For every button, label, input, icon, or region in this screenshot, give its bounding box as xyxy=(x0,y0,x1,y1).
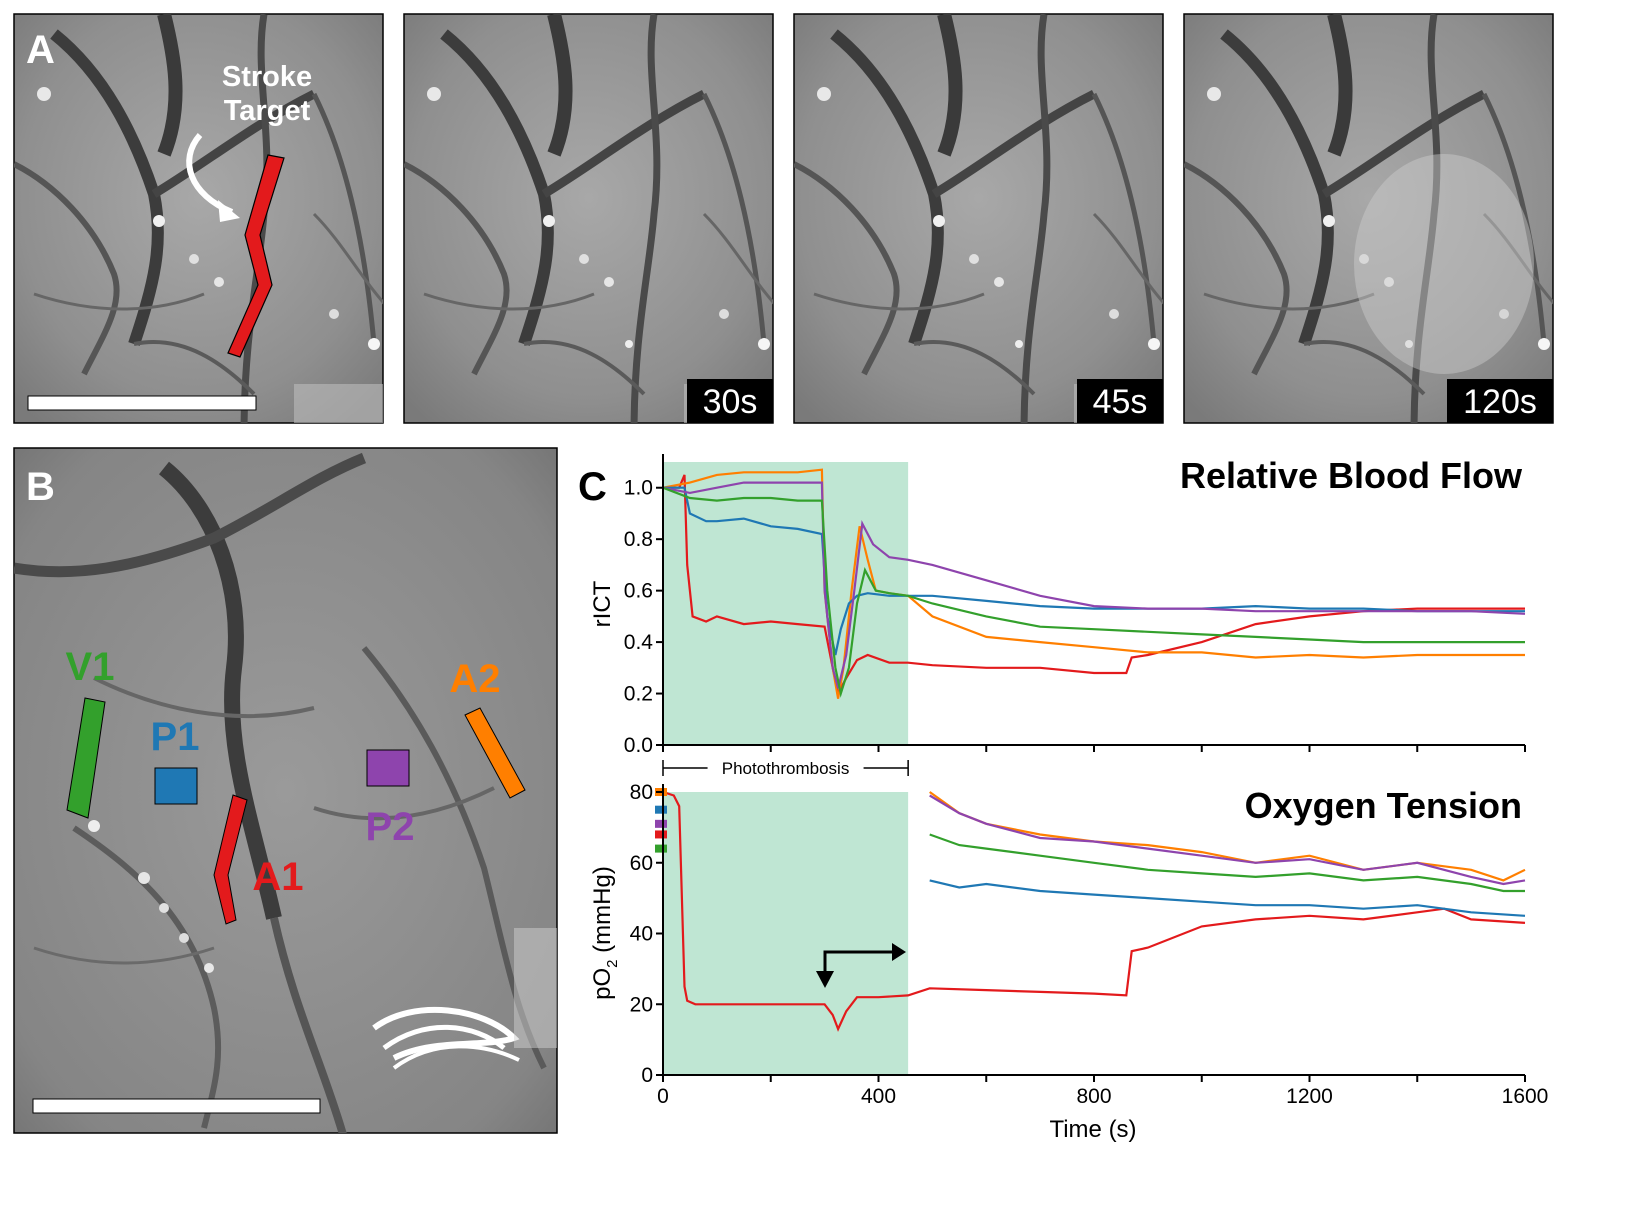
chart-relative-blood-flow: 0.0 0.2 0.4 0.6 0.8 1.0 Relative Blood Flow r… xyxy=(589,454,1526,757)
series-line-v1 xyxy=(662,486,1525,698)
time-badge-45s xyxy=(1077,379,1163,423)
y-tick-label: 80 xyxy=(630,781,653,804)
shaded-region-bottom xyxy=(663,792,909,1075)
panel-b-image xyxy=(13,447,558,1134)
y-tick-label: 0.2 xyxy=(624,683,653,706)
roi-p2 xyxy=(366,749,410,787)
panel-a-image-3 xyxy=(793,13,1164,424)
chart-bottom-xlabel: Time (s) xyxy=(1049,1116,1136,1143)
photothrombosis-label: Photothrombosis xyxy=(722,759,850,778)
x-tick-label: 1200 xyxy=(1286,1085,1333,1108)
y-tick-label: 60 xyxy=(630,852,653,875)
roi-p2-label: P2 xyxy=(366,805,415,849)
chart-bottom-title: Oxygen Tension xyxy=(1245,785,1522,826)
panel-c-label: C xyxy=(578,465,607,509)
series-line-p2 xyxy=(929,794,1526,886)
step-arrow-down-head-icon xyxy=(816,971,834,988)
panel-a-image-4 xyxy=(1183,13,1554,424)
x-tick-label: 800 xyxy=(1076,1085,1111,1108)
roi-p1-label: P1 xyxy=(151,715,200,759)
series-line-p2 xyxy=(662,481,1526,689)
series-line-p1 xyxy=(663,486,1525,656)
time-badge-120s xyxy=(1447,379,1553,423)
y-tick-label: 0.4 xyxy=(624,631,654,654)
roi-v1-label: V1 xyxy=(66,645,115,689)
baseline-marker-a1 xyxy=(655,830,667,839)
panel-a-image-2 xyxy=(403,13,774,424)
curved-arrow-head-icon xyxy=(218,200,240,222)
step-arrow-icon xyxy=(823,950,895,975)
roi-p1 xyxy=(154,767,198,805)
time-label-45s: 45s xyxy=(1093,383,1148,421)
scale-bar-b xyxy=(32,1098,321,1114)
series-line-a1 xyxy=(662,790,1526,1032)
panel-a: A Stroke Target 30s 45s 120s xyxy=(13,13,1554,424)
time-label-30s: 30s xyxy=(703,383,758,421)
stroke-target-label-line2: Target xyxy=(224,95,311,127)
baseline-marker-v1 xyxy=(655,844,667,853)
x-tick-label: 1600 xyxy=(1502,1085,1549,1108)
panel-b-label: B xyxy=(26,465,55,509)
stroke-target-label-line1: Stroke xyxy=(222,61,312,93)
series-line-p1 xyxy=(929,879,1526,917)
time-label-120s: 120s xyxy=(1463,383,1537,421)
x-tick-label: 0 xyxy=(657,1085,669,1108)
roi-a2 xyxy=(464,707,526,799)
photothrombosis-bracket: Photothrombosis xyxy=(662,759,909,778)
baseline-marker-p2 xyxy=(655,819,667,828)
panel-c: C 0.0 0.2 0.4 0.6 0.8 1.0 Relative Blood Flow… xyxy=(578,454,1548,1143)
roi-a1-label: A1 xyxy=(252,855,303,899)
panel-a-label: A xyxy=(26,28,55,72)
step-arrow-right-head-icon xyxy=(892,943,906,961)
chart-bottom-ylabel: pO2 (mmHg) xyxy=(589,866,621,1000)
y-tick-label: 0.8 xyxy=(624,528,653,551)
roi-a1 xyxy=(213,794,248,925)
baseline-marker-p1 xyxy=(655,805,667,814)
roi-v1 xyxy=(66,697,106,819)
chart-top-ylabel: rICT xyxy=(589,580,616,627)
y-tick-label: 0.0 xyxy=(624,734,653,757)
shaded-region-top xyxy=(663,462,909,745)
scale-bar-a xyxy=(27,395,257,411)
y-tick-label: 40 xyxy=(630,923,653,946)
y-tick-label: 20 xyxy=(630,993,653,1016)
panel-b: B V1 P1 A1 P2 A2 xyxy=(13,447,558,1134)
series-line-v1 xyxy=(929,833,1525,893)
y-tick-label: 0.6 xyxy=(624,580,653,603)
chart-top-title: Relative Blood Flow xyxy=(1180,455,1523,496)
x-tick-label: 400 xyxy=(861,1085,896,1108)
series-line-a1 xyxy=(663,474,1525,697)
panel-a-image-1 xyxy=(13,13,384,424)
y-tick-label: 1.0 xyxy=(624,477,653,500)
stroke-target-marker xyxy=(227,154,285,358)
y-tick-label: 0 xyxy=(641,1064,653,1087)
roi-a2-label: A2 xyxy=(449,657,500,701)
time-badge-30s xyxy=(687,379,773,423)
